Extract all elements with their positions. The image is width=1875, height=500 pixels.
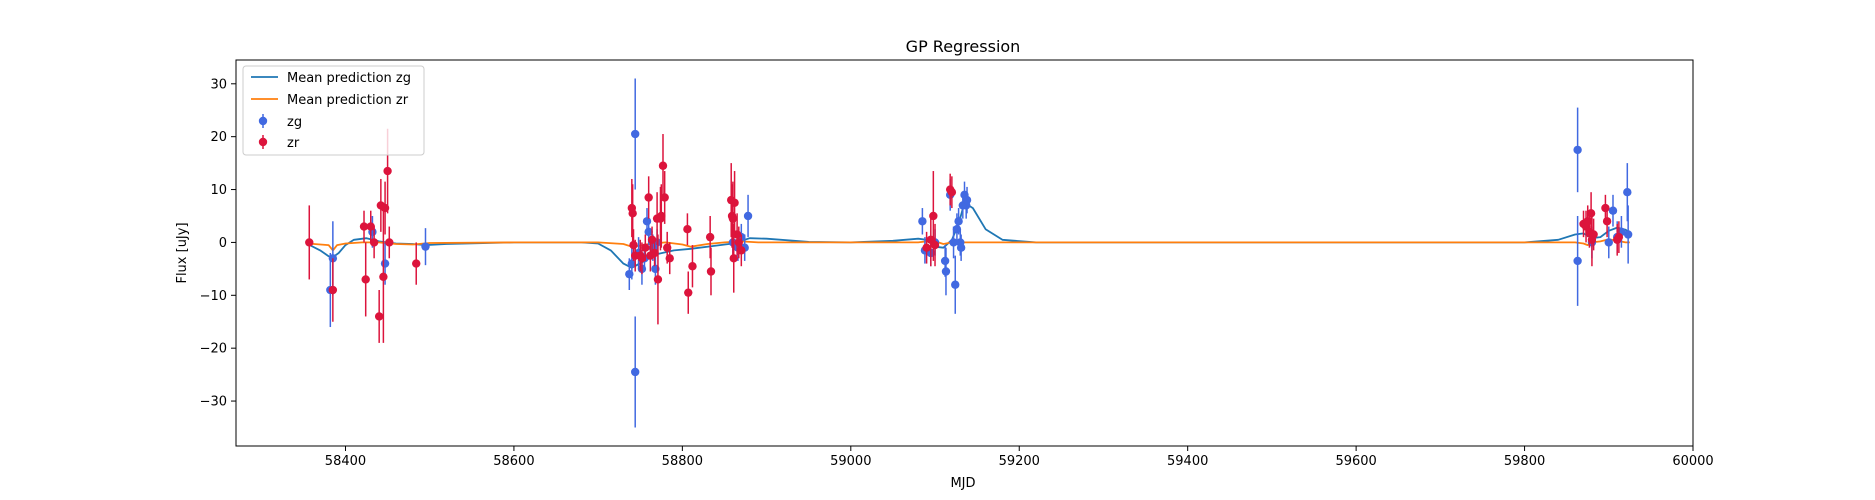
zr-data-point xyxy=(361,275,370,284)
legend-marker-zg xyxy=(258,116,268,126)
zg-data-point xyxy=(949,238,958,247)
x-tick-label: 58600 xyxy=(493,454,534,469)
zr-data-point xyxy=(922,243,931,252)
zr-data-point xyxy=(637,254,647,263)
zr-data-point xyxy=(729,254,738,263)
legend-label-zg-points: zg xyxy=(287,115,302,130)
x-axis: 58400 58600 58800 59000 59200 59400 59600 59800… xyxy=(325,446,1714,469)
zr-data-point xyxy=(1589,230,1598,239)
zg-data-point xyxy=(951,280,960,289)
x-tick-label: 58800 xyxy=(662,454,703,469)
x-axis-label: MJD xyxy=(950,476,975,491)
zr-data-point xyxy=(359,222,369,231)
zr-data-point xyxy=(1614,232,1624,242)
zg-data-point xyxy=(1623,230,1633,239)
plot-area xyxy=(235,59,1694,447)
zr-data-point xyxy=(929,211,938,221)
zg-data-point xyxy=(1573,256,1582,266)
legend-label-zr-points: zr xyxy=(287,136,300,151)
legend-marker-zr xyxy=(258,137,268,147)
zr-data-point xyxy=(658,161,668,170)
x-tick-label: 59200 xyxy=(999,454,1040,469)
zg-data-point xyxy=(743,211,753,221)
zr-data-point xyxy=(412,259,421,268)
zr-data-point xyxy=(705,232,715,242)
y-tick-label: −30 xyxy=(200,395,227,410)
zr-data-point xyxy=(305,238,314,247)
zr-data-point xyxy=(628,209,637,218)
zr-data-point xyxy=(732,230,742,239)
zr-data-point xyxy=(383,166,392,176)
zr-data-point xyxy=(930,240,940,250)
zr-data-point xyxy=(660,193,669,202)
zr-data-point xyxy=(641,243,650,252)
zr-data-point xyxy=(644,193,653,202)
y-tick-label: −10 xyxy=(200,289,227,304)
zr-data-point xyxy=(653,275,663,284)
zr-data-point xyxy=(665,254,674,263)
zr-data-point xyxy=(737,246,746,255)
y-axis-label: Flux [uJy] xyxy=(175,222,190,283)
legend: Mean prediction zg Mean prediction zr zg… xyxy=(242,65,425,156)
zr-data-point xyxy=(328,285,338,295)
y-tick-label: 0 xyxy=(219,236,227,251)
zr-data-point xyxy=(629,240,638,250)
zg-data-point xyxy=(631,367,640,377)
zr-data-point xyxy=(657,211,666,221)
zg-data-point xyxy=(380,259,390,268)
zg-data-point xyxy=(1608,206,1618,215)
zg-data-point xyxy=(918,217,927,226)
zg-data-point xyxy=(941,267,951,276)
zr-data-point xyxy=(706,267,716,276)
x-tick-label: 60000 xyxy=(1672,454,1713,469)
zg-data-point xyxy=(1604,238,1613,247)
zg-data-point xyxy=(1573,145,1582,155)
zr-data-point xyxy=(730,198,739,207)
zg-data-point xyxy=(940,256,950,266)
x-tick-label: 59000 xyxy=(830,454,871,469)
zr-data-point xyxy=(688,262,697,271)
x-tick-label: 59800 xyxy=(1504,454,1545,469)
zr-data-point xyxy=(650,248,659,258)
y-tick-label: 10 xyxy=(210,183,227,198)
zr-data-point xyxy=(385,238,394,247)
y-tick-label: 20 xyxy=(210,130,227,145)
legend-label-zr-line: Mean prediction zr xyxy=(287,93,409,108)
legend-label-zg-line: Mean prediction zg xyxy=(287,71,411,86)
zr-data-point xyxy=(684,288,693,297)
zg-data-point xyxy=(956,243,966,252)
y-axis: −30 −20 −10 0 10 20 30 xyxy=(200,77,236,410)
zg-data-point xyxy=(1623,187,1632,197)
y-tick-label: −20 xyxy=(200,342,227,357)
x-tick-label: 59400 xyxy=(1167,454,1208,469)
zr-data-point xyxy=(374,312,384,321)
plot-frame xyxy=(235,59,1694,447)
zg-data-point xyxy=(421,242,430,251)
x-tick-label: 59600 xyxy=(1335,454,1376,469)
zr-data-point xyxy=(1586,209,1596,218)
zg-data-point xyxy=(954,217,963,226)
zg-data-point xyxy=(962,195,972,205)
x-tick-label: 58400 xyxy=(325,454,366,469)
zr-data-point xyxy=(1602,217,1612,226)
zr-data-point xyxy=(379,272,388,281)
zr-data-point xyxy=(1601,203,1610,213)
y-tick-label: 30 xyxy=(210,77,227,92)
zr-data-point xyxy=(947,187,957,197)
legend-box xyxy=(242,65,425,156)
zr-data-point xyxy=(728,214,738,223)
zg-data-point xyxy=(642,217,652,226)
zg-data-point xyxy=(627,259,637,268)
data-points xyxy=(305,78,1633,428)
zr-data-point xyxy=(683,225,692,234)
chart-title: GP Regression xyxy=(906,37,1021,56)
zg-data-point xyxy=(631,129,640,139)
zg-data-point xyxy=(644,227,653,237)
zr-data-point xyxy=(366,222,375,231)
zr-data-point xyxy=(369,238,379,247)
